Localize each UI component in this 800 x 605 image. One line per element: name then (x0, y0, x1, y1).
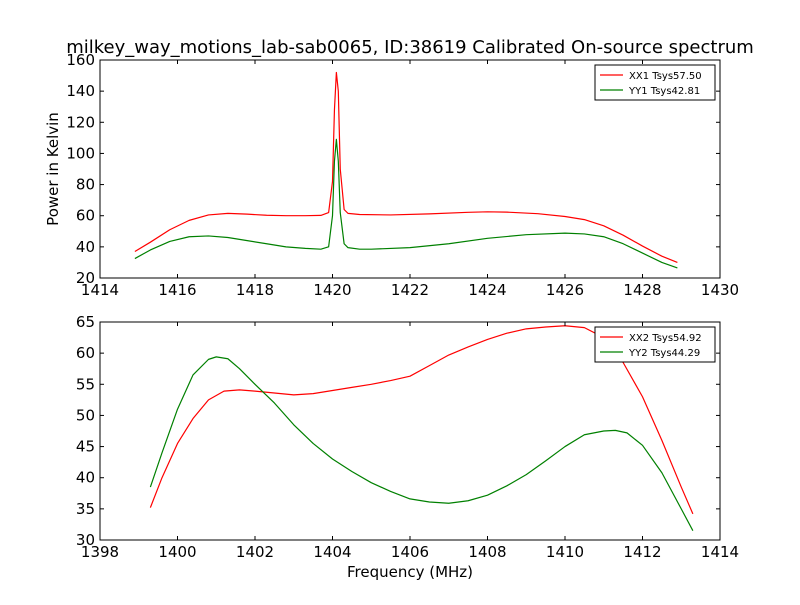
legend-label-yy1: YY1 Tsys42.81 (628, 86, 700, 97)
x-tick-label: 1410 (546, 543, 584, 561)
y-tick-label: 60 (76, 344, 95, 362)
x-tick-label: 1416 (158, 281, 196, 299)
x-axis-label: Frequency (MHz) (347, 563, 473, 581)
x-tick-label: 1418 (236, 281, 274, 299)
series-line-yy2 (149, 356, 694, 531)
y-tick-label: 100 (66, 144, 95, 162)
legend-label-xx1: XX1 Tsys57.50 (629, 71, 702, 82)
x-tick-label: 1398 (81, 543, 119, 561)
x-tick-label: 1430 (701, 281, 739, 299)
x-tick-label: 1426 (546, 281, 584, 299)
x-tick-label: 1414 (701, 543, 739, 561)
legend-label-yy2: YY2 Tsys44.29 (628, 348, 700, 359)
x-tick-label: 1408 (468, 543, 506, 561)
x-tick-label: 1424 (468, 281, 506, 299)
y-tick-label: 35 (76, 500, 95, 518)
series-line-yy1 (134, 138, 678, 269)
y-axis-label: Power in Kelvin (44, 112, 62, 226)
chart-title: milkey_way_motions_lab-sab0065, ID:38619… (66, 37, 754, 58)
y-tick-label: 45 (76, 438, 95, 456)
legend-box-2 (594, 326, 716, 363)
x-tick-label: 1422 (391, 281, 429, 299)
legend-label-xx2: XX2 Tsys54.92 (629, 333, 702, 344)
y-tick-label: 120 (66, 113, 95, 131)
y-tick-label: 80 (76, 176, 95, 194)
y-tick-label: 50 (76, 406, 95, 424)
y-tick-label: 55 (76, 375, 95, 393)
y-tick-label: 140 (66, 82, 95, 100)
y-tick-label: 160 (66, 51, 95, 69)
x-tick-label: 1406 (391, 543, 429, 561)
y-tick-label: 40 (76, 238, 95, 256)
y-tick-label: 20 (76, 269, 95, 287)
y-tick-label: 60 (76, 207, 95, 225)
x-tick-label: 1412 (623, 543, 661, 561)
y-tick-label: 40 (76, 469, 95, 487)
y-tick-label: 65 (76, 313, 95, 331)
x-tick-label: 1400 (158, 543, 196, 561)
x-tick-label: 1402 (236, 543, 274, 561)
x-tick-label: 1414 (81, 281, 119, 299)
series-line-xx1 (134, 71, 678, 263)
legend-box-1 (594, 64, 716, 101)
x-tick-label: 1428 (623, 281, 661, 299)
x-tick-label: 1404 (313, 543, 351, 561)
x-tick-label: 1420 (313, 281, 351, 299)
y-tick-label: 30 (76, 531, 95, 549)
